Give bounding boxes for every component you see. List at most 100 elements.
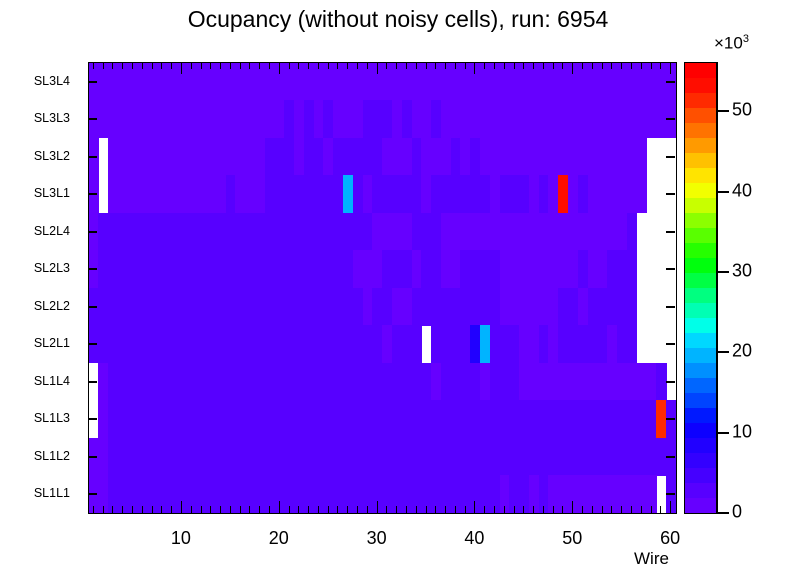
heatmap-cell [147,475,158,513]
heatmap-cell [186,362,197,401]
x-axis-minor-tick-top [288,62,290,69]
heatmap-cell [284,325,295,364]
heatmap-cell [186,475,197,513]
heatmap-cell [548,63,559,101]
colorbar-band [685,92,716,109]
colorbar-band [685,137,716,154]
heatmap-cell [303,362,315,401]
heatmap-cell [294,287,305,326]
heatmap-cell [431,250,442,289]
heatmap-cell [274,400,285,439]
heatmap-cell [98,437,109,476]
heatmap-cell [450,250,462,289]
heatmap-cell [362,212,374,251]
x-axis-minor-tick [621,506,623,513]
heatmap-cell [313,100,325,139]
heatmap-cell [196,63,207,101]
heatmap-cell [636,175,647,214]
x-axis-minor-tick-top [317,62,319,69]
x-axis-major-tick [180,501,182,513]
heatmap-cell [235,437,246,476]
heatmap-cell [343,175,354,214]
heatmap-cell [568,362,579,401]
heatmap-cell [558,325,569,364]
heatmap-cell [382,175,393,214]
heatmap-cell [108,475,119,513]
heatmap-cell [626,250,638,289]
heatmap-cell [450,325,462,364]
colorbar-tick-label: 30 [732,260,753,281]
heatmap-cell [401,287,413,326]
heatmap-cell [646,437,657,476]
heatmap-cell [509,400,520,439]
heatmap-cell [303,437,315,476]
heatmap-cell [196,100,207,139]
heatmap-cell [108,212,119,251]
heatmap-cell [245,250,256,289]
y-axis-tick-right [666,80,675,83]
heatmap-cell [479,362,491,401]
colorbar-band [685,197,716,214]
heatmap-cell [499,287,511,326]
heatmap-cell [108,362,119,401]
heatmap-cell [118,250,129,289]
heatmap-cell [323,63,334,101]
x-axis-minor-tick-top [268,62,270,69]
x-axis-title: Wire [634,549,669,568]
heatmap-cell [215,137,227,176]
heatmap-cell [176,137,188,176]
x-axis-minor-tick-top [660,62,662,69]
heatmap-cell [411,325,422,364]
x-axis-minor-tick [552,506,554,513]
heatmap-cell [274,475,285,513]
colorbar-exponent-base: ×10 [714,33,743,53]
heatmap-cell [294,400,305,439]
heatmap-cell [127,250,139,289]
heatmap-cell [558,287,569,326]
heatmap-cell [323,400,334,439]
heatmap-cell [548,250,559,289]
heatmap-cell [626,325,638,364]
heatmap-cell [127,400,139,439]
heatmap-cell [264,437,276,476]
y-axis-tick [88,493,97,496]
heatmap-cell [108,437,119,476]
y-axis-tick-right [666,268,675,271]
heatmap-cell [362,437,374,476]
heatmap-cell [646,63,657,101]
heatmap-cell [264,137,276,176]
heatmap-cell [519,437,530,476]
heatmap-cell [499,100,511,139]
heatmap-cell [577,100,589,139]
x-axis-minor-tick-top [405,62,407,69]
x-axis-minor-tick [357,506,359,513]
heatmap-cell [431,212,442,251]
heatmap-cell [303,475,315,513]
heatmap-cell [294,175,305,214]
x-axis-minor-tick [523,506,525,513]
colorbar-band [685,302,716,319]
heatmap-cell [372,175,383,214]
heatmap-cell [274,175,285,214]
heatmap-cell [294,325,305,364]
heatmap-cell [421,175,432,214]
heatmap-cell [254,100,266,139]
x-axis-tick-label: 40 [464,528,485,548]
heatmap-cell [460,137,471,176]
y-axis-tick-right [666,493,675,496]
heatmap-cell [577,212,589,251]
heatmap-cell [499,400,511,439]
heatmap-cell [470,250,481,289]
heatmap-cell [137,137,149,176]
heatmap-cell [646,475,657,513]
heatmap-cell [401,250,413,289]
heatmap-cell [431,175,442,214]
heatmap-cell [548,437,559,476]
x-axis-minor-tick-top [621,62,623,69]
x-axis-minor-tick [220,506,222,513]
x-axis-minor-tick-top [630,62,632,69]
heatmap-cell [499,437,511,476]
heatmap-cell [607,63,618,101]
heatmap-cell [284,212,295,251]
heatmap-cell [538,437,550,476]
